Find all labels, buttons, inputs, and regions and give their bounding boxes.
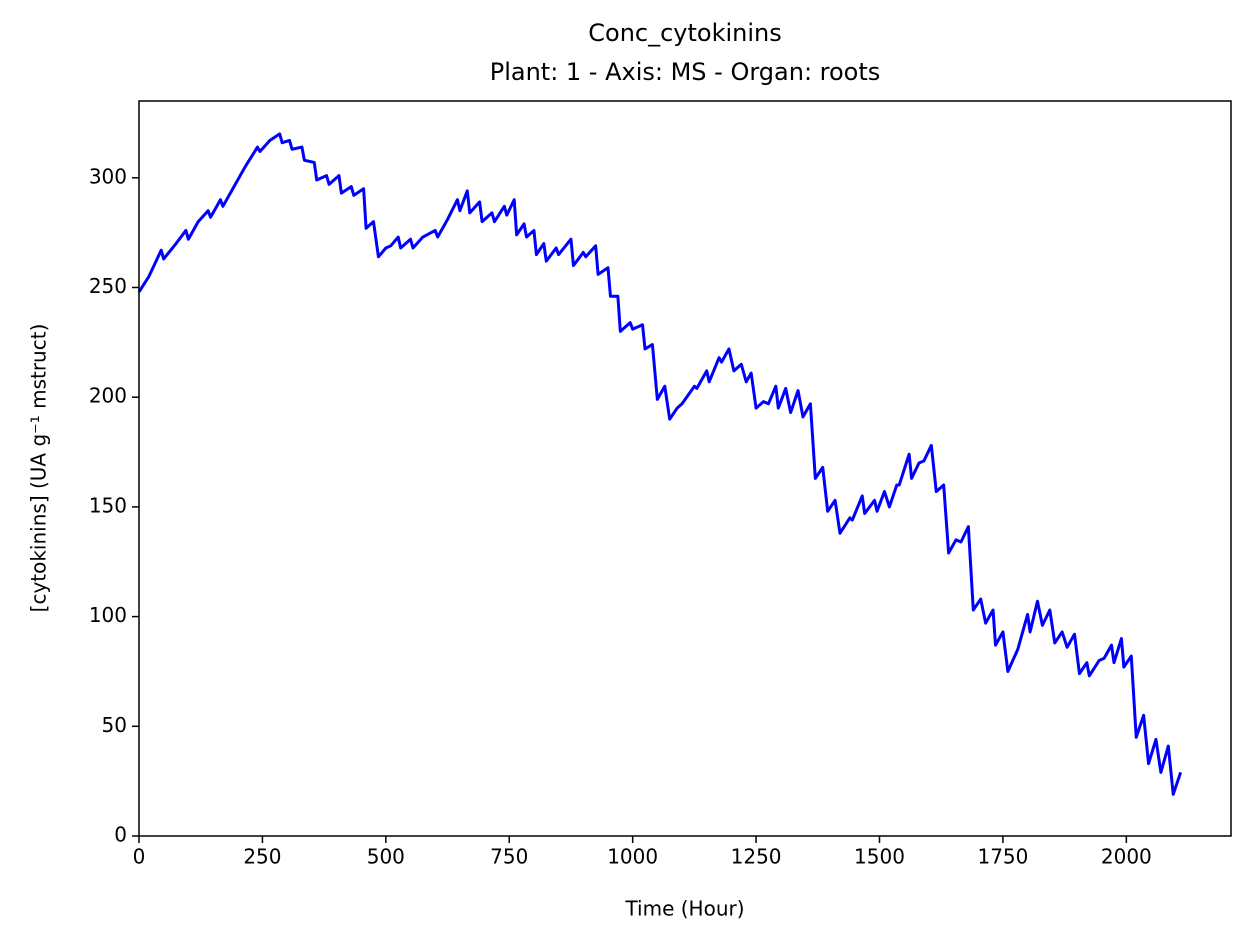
x-tick-label: 1500 <box>854 845 905 869</box>
x-axis-label: Time (Hour) <box>624 897 744 921</box>
y-tick-label: 50 <box>102 713 127 737</box>
x-tick-label: 1250 <box>731 845 782 869</box>
y-axis-label: [cytokinins] (UA g⁻¹ mstruct) <box>27 324 51 613</box>
y-tick-label: 300 <box>89 164 127 188</box>
x-tick-label: 500 <box>367 845 405 869</box>
x-tick-label: 1750 <box>977 845 1028 869</box>
x-tick-label: 250 <box>243 845 281 869</box>
line <box>137 132 1183 796</box>
y-tick-label: 200 <box>89 384 127 408</box>
y-tick-label: 150 <box>89 493 127 517</box>
x-tick-label: 750 <box>490 845 528 869</box>
plot-frame <box>138 100 1232 837</box>
y-tick-label: 0 <box>114 823 127 847</box>
chart-subtitle: Plant: 1 - Axis: MS - Organ: roots <box>490 58 881 86</box>
y-tick-label: 100 <box>89 603 127 627</box>
x-tick-label: 2000 <box>1101 845 1152 869</box>
y-tick-label: 250 <box>89 274 127 298</box>
x-tick-label: 1000 <box>607 845 658 869</box>
x-tick-label: 0 <box>133 845 146 869</box>
chart-title: Conc_cytokinins <box>588 19 782 47</box>
